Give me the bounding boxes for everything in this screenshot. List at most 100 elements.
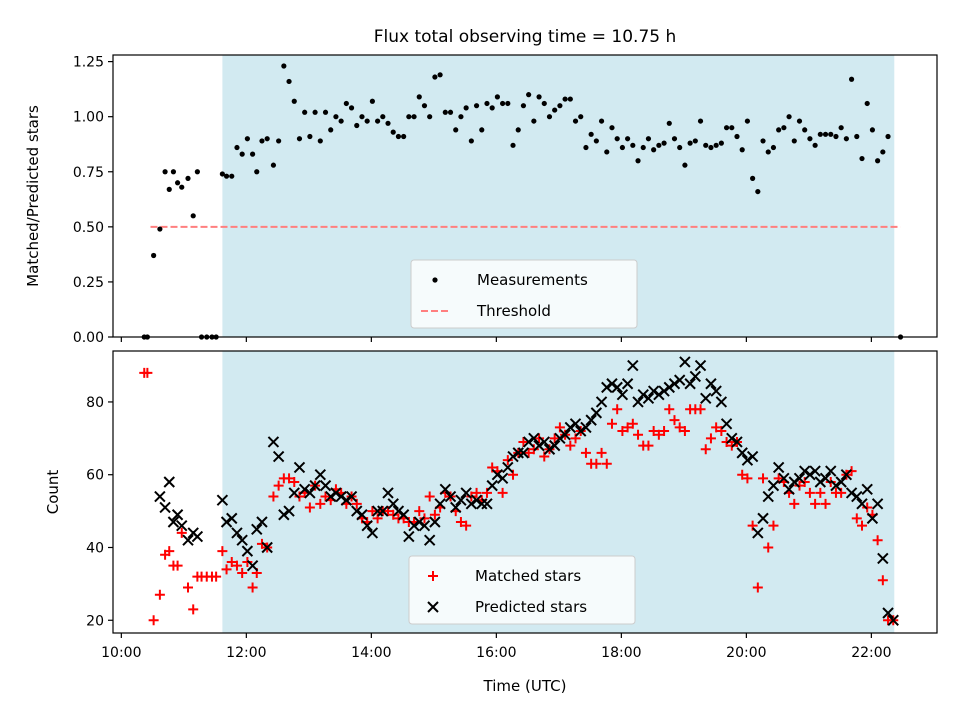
data-point: [382, 487, 394, 499]
data-point: [479, 127, 485, 133]
x-tick-label: 18:00: [601, 645, 641, 661]
data-point: [689, 370, 702, 383]
data-point: [838, 125, 844, 131]
data-point: [211, 571, 222, 582]
data-point: [617, 426, 628, 437]
data-point: [395, 133, 402, 140]
data-point: [820, 498, 831, 509]
y-tick-label: 0.75: [73, 165, 104, 181]
data-point: [183, 582, 194, 593]
data-point: [523, 447, 534, 458]
data-point: [418, 519, 431, 532]
data-point: [729, 125, 735, 131]
data-point: [528, 432, 540, 445]
data-point: [403, 530, 415, 543]
data-point: [687, 140, 693, 146]
data-point: [767, 479, 780, 492]
data-point: [846, 466, 857, 477]
data-point: [682, 162, 688, 168]
data-point: [612, 404, 623, 415]
data-point: [776, 127, 782, 133]
data-point: [302, 109, 308, 115]
data-point: [809, 465, 821, 477]
data-point: [494, 94, 500, 100]
data-point: [466, 491, 477, 502]
data-point: [536, 94, 542, 100]
data-point: [424, 491, 435, 502]
bottom-panel: 20 40 60 80 10:00 12:00 14:00 16:00 18:00 20:00 22…: [44, 350, 938, 695]
data-point: [633, 429, 644, 440]
data-point: [752, 582, 763, 593]
data-point: [859, 155, 865, 162]
data-point: [465, 498, 478, 510]
legend-label: Measurements: [477, 271, 588, 289]
data-point: [432, 74, 438, 80]
x-tick-label: 20:00: [726, 645, 766, 661]
data-point: [256, 516, 268, 528]
data-point: [473, 103, 480, 109]
y-tick-label: 0.50: [73, 220, 104, 236]
data-point: [500, 100, 506, 107]
data-point: [460, 487, 472, 499]
data-point: [580, 421, 592, 434]
data-point: [885, 133, 891, 140]
data-point: [254, 169, 260, 175]
data-point: [284, 473, 295, 484]
data-point: [663, 381, 675, 394]
legend-label: Matched stars: [475, 567, 581, 585]
data-point: [569, 418, 582, 430]
data-point: [564, 421, 577, 434]
data-point: [270, 162, 277, 168]
data-point: [664, 404, 675, 415]
data-point: [231, 560, 242, 571]
data-point: [188, 604, 199, 615]
data-point: [814, 476, 827, 488]
data-point: [861, 483, 873, 495]
data-point: [559, 428, 571, 441]
data-point: [856, 520, 867, 531]
data-point: [172, 560, 183, 571]
y-axis-label: Count: [44, 470, 62, 515]
data-point: [470, 494, 483, 506]
data-point: [442, 109, 448, 115]
data-point: [721, 436, 732, 447]
data-point: [364, 118, 370, 124]
data-point: [700, 444, 711, 455]
data-point: [148, 615, 159, 626]
data-point: [653, 429, 664, 440]
data-point: [869, 127, 876, 133]
data-point: [679, 426, 690, 437]
data-point: [781, 125, 787, 131]
data-point: [421, 103, 428, 109]
data-point: [549, 433, 560, 444]
data-point: [377, 505, 389, 517]
data-point: [338, 118, 344, 124]
data-point: [825, 476, 836, 487]
data-point: [746, 450, 759, 463]
data-point: [437, 72, 443, 78]
data-point: [645, 136, 652, 142]
data-point: [596, 447, 607, 458]
data-point: [572, 118, 579, 124]
y-tick-label: 40: [86, 540, 104, 556]
legend: Matched stars Predicted stars: [408, 555, 636, 625]
legend-box: [408, 555, 636, 625]
y-tick-label: 1.25: [73, 55, 104, 71]
data-point: [296, 136, 303, 142]
data-point: [385, 120, 391, 126]
data-point: [606, 378, 618, 390]
data-point: [871, 498, 884, 510]
data-point: [632, 396, 644, 408]
data-point: [374, 118, 381, 124]
data-point: [575, 425, 587, 437]
data-point: [419, 513, 430, 524]
data-point: [807, 136, 813, 142]
data-point: [491, 469, 504, 481]
data-point: [710, 385, 722, 397]
x-tick-label: 10:00: [101, 645, 141, 661]
data-point: [354, 122, 360, 129]
data-point: [361, 519, 373, 532]
data-point: [590, 407, 603, 419]
data-point: [819, 472, 832, 485]
